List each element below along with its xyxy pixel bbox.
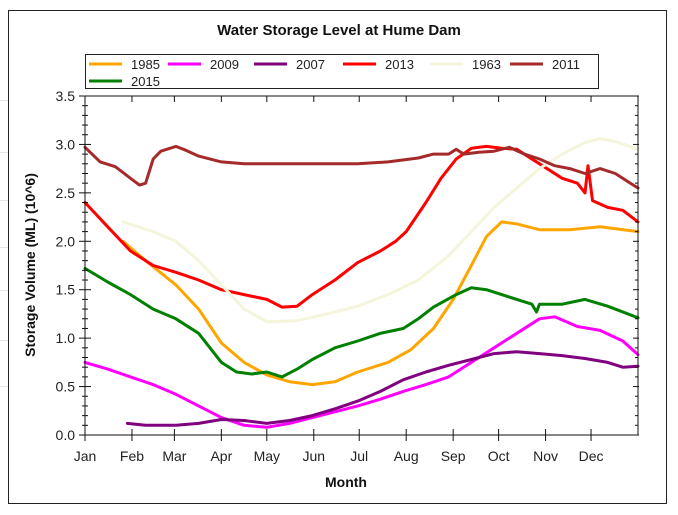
y-tick-label: 1.0 xyxy=(56,330,76,346)
legend-label-2015: 2015 xyxy=(131,74,160,89)
chart-frame xyxy=(8,10,667,504)
legend: 1985 2009 2007 2013 1963 2011 2015 xyxy=(85,54,599,89)
series-line-2015 xyxy=(83,266,640,379)
y-tick-label: 2.0 xyxy=(56,233,76,249)
legend-label-2007: 2007 xyxy=(296,57,325,72)
x-tick-label: Oct xyxy=(488,448,510,464)
x-tick-label: May xyxy=(254,448,280,464)
x-tick-label: Aug xyxy=(394,448,419,464)
series-line-2007 xyxy=(125,350,640,427)
series-layer xyxy=(83,137,640,429)
series-line-1963 xyxy=(121,137,640,324)
legend-label-2009: 2009 xyxy=(210,57,239,72)
legend-box xyxy=(85,54,599,89)
chart-title: Water Storage Level at Hume Dam xyxy=(217,22,461,39)
x-tick-label: Mar xyxy=(162,448,186,464)
x-tick-label: Dec xyxy=(579,448,604,464)
y-axis-title: Storage Volume (ML) (10^6) xyxy=(22,173,38,357)
y-tick-label: 2.5 xyxy=(56,185,76,201)
series-line-2013 xyxy=(83,144,640,309)
legend-label-1963: 1963 xyxy=(472,57,501,72)
x-tick-label: Sep xyxy=(441,448,466,464)
legend-label-2013: 2013 xyxy=(385,57,414,72)
y-tick-label: 3.5 xyxy=(56,88,76,104)
x-tick-label: Jun xyxy=(302,448,325,464)
series-line-1985 xyxy=(121,220,640,387)
x-axis-title: Month xyxy=(325,474,367,490)
y-tick-label: 3.0 xyxy=(56,136,76,152)
series-line-2011 xyxy=(83,144,640,190)
y-tick-label: 0.5 xyxy=(56,379,76,395)
legend-label-1985: 1985 xyxy=(131,57,160,72)
series-line-2009 xyxy=(83,315,640,429)
x-tick-label: Jul xyxy=(350,448,368,464)
y-tick-label: 0.0 xyxy=(56,427,76,443)
y-tick-label: 1.5 xyxy=(56,282,76,298)
x-tick-label: Apr xyxy=(210,448,232,464)
legend-label-2011: 2011 xyxy=(552,57,580,72)
x-tick-label: Jan xyxy=(74,448,97,464)
x-tick-label: Nov xyxy=(533,448,558,464)
plot-area-border xyxy=(84,95,639,436)
y-ticks: 0.0 0.5 1.0 1.5 2.0 2.5 3.0 3.5 xyxy=(56,88,639,443)
x-tick-label: Feb xyxy=(120,448,144,464)
axes xyxy=(84,95,639,436)
x-ticks: Jan Feb Mar Apr May Jun Jul Aug Sep Oct Nov Dec xyxy=(74,96,604,464)
